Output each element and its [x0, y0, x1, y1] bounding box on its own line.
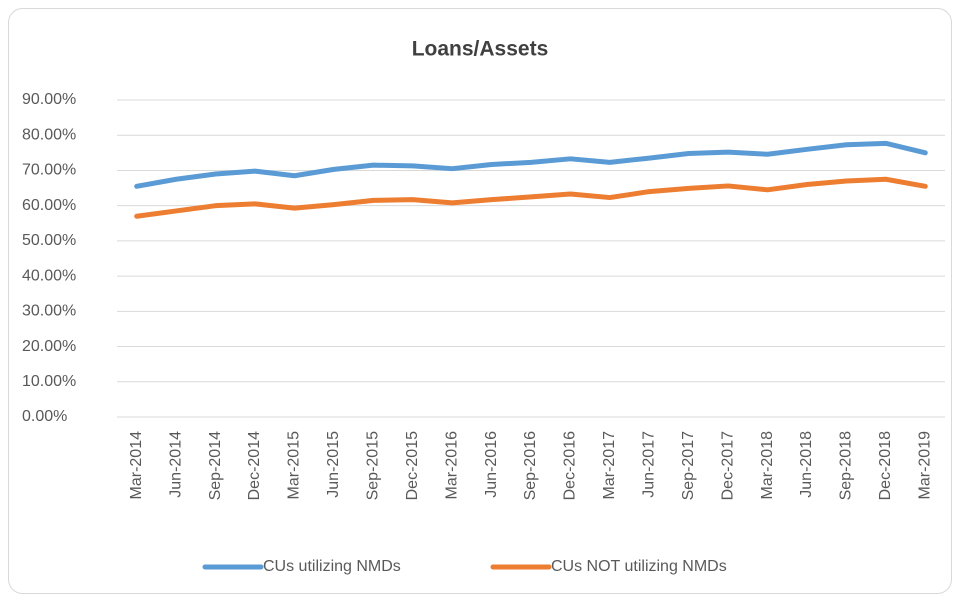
series-line	[134, 176, 928, 219]
x-tick-label: Jun-2016	[483, 431, 500, 498]
x-tick-label: Sep-2017	[680, 431, 697, 500]
x-tick-label: Jun-2017	[641, 431, 658, 498]
x-tick-label: Jun-2015	[325, 431, 342, 498]
x-tick-label: Sep-2014	[207, 431, 224, 500]
y-tick-label: 0.00%	[22, 408, 67, 425]
x-tick-label: Mar-2017	[601, 431, 618, 500]
legend-label: CUs NOT utilizing NMDs	[551, 558, 727, 575]
x-tick-label: Mar-2019	[917, 431, 934, 500]
x-tick-label: Dec-2017	[719, 431, 736, 500]
legend-label: CUs utilizing NMDs	[263, 558, 401, 575]
chart-frame	[8, 8, 952, 594]
y-tick-label: 70.00%	[22, 162, 76, 179]
x-tick-label: Jun-2014	[167, 431, 184, 498]
x-tick-label: Dec-2015	[404, 431, 421, 500]
series-line	[134, 140, 928, 189]
y-tick-label: 20.00%	[22, 338, 76, 355]
x-tick-label: Sep-2018	[838, 431, 855, 500]
y-tick-label: 40.00%	[22, 267, 76, 284]
x-tick-label: Mar-2016	[443, 431, 460, 500]
y-tick-label: 90.00%	[22, 91, 76, 108]
x-tick-label: Dec-2016	[562, 431, 579, 500]
y-tick-label: 50.00%	[22, 232, 76, 249]
x-tick-label: Mar-2018	[759, 431, 776, 500]
y-tick-label: 80.00%	[22, 126, 76, 143]
y-tick-label: 10.00%	[22, 373, 76, 390]
chart-title: Loans/Assets	[412, 38, 549, 61]
x-tick-label: Sep-2016	[522, 431, 539, 500]
x-tick-label: Jun-2018	[798, 431, 815, 498]
y-tick-label: 60.00%	[22, 197, 76, 214]
y-tick-label: 30.00%	[22, 303, 76, 320]
x-tick-label: Sep-2015	[365, 431, 382, 500]
x-tick-label: Mar-2014	[128, 431, 145, 500]
x-tick-label: Mar-2015	[286, 431, 303, 500]
x-tick-label: Dec-2018	[877, 431, 894, 500]
x-tick-label: Dec-2014	[246, 431, 263, 500]
